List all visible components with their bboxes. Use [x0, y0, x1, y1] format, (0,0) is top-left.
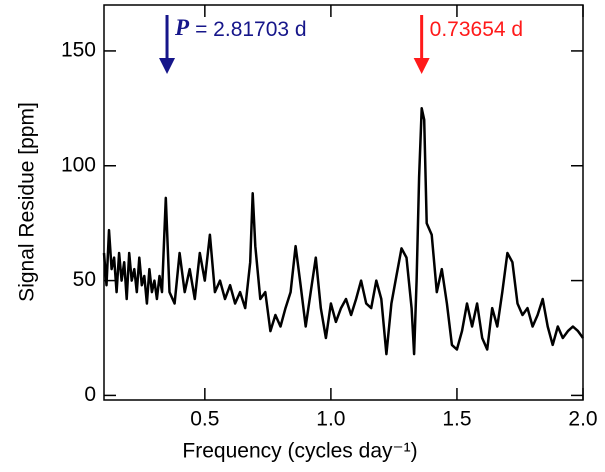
annotation-text: 0.73654 d [430, 18, 523, 41]
y-tick-label: 0 [84, 383, 96, 406]
annotation: 0.73654 d [430, 18, 523, 41]
x-tick-label: 1.0 [316, 408, 345, 431]
x-axis-label: Frequency (cycles day⁻¹) [182, 440, 417, 463]
y-tick-label: 150 [61, 38, 96, 61]
line [102, 107, 585, 356]
x-tick-label: 0.5 [190, 408, 219, 431]
y-axis-label: Signal Residue [ppm] [16, 102, 39, 302]
x-tick-label: 2.0 [568, 408, 597, 431]
arrow-head [159, 58, 176, 74]
annotation: P = 2.81703 d [174, 15, 307, 40]
y-tick-label: 50 [73, 268, 96, 291]
x-tick-label: 1.5 [442, 408, 471, 431]
plot-frame [103, 4, 584, 401]
y-tick-label: 100 [61, 153, 96, 176]
annotation-symbol: P [174, 15, 190, 40]
arrow-head [413, 58, 430, 74]
annotation-text: = 2.81703 d [195, 18, 307, 41]
